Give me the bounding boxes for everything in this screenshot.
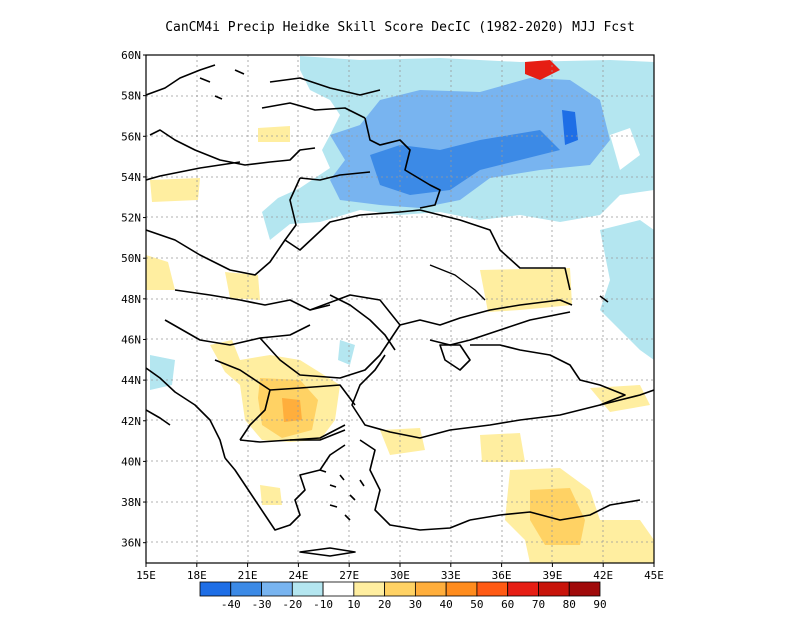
colorbar-swatch: [476, 581, 509, 597]
lat-tick-label: 50N: [121, 252, 141, 265]
lon-tick-label: 30E: [390, 569, 410, 582]
caucasus: [599, 389, 654, 406]
border-hungary: [164, 319, 311, 346]
shade-plus10-ne: [150, 178, 200, 202]
colorbar-swatch: [261, 581, 293, 597]
lat-tick-label: 48N: [121, 293, 141, 306]
border-romania: [259, 294, 401, 379]
lon-tick-label: 45E: [644, 569, 664, 582]
coastlines-and-borders: [146, 64, 654, 557]
turkey-south: [469, 499, 641, 521]
colorbar-label: 80: [563, 598, 576, 611]
colorbar-label: 40: [440, 598, 453, 611]
crete: [299, 547, 356, 557]
colorbar-swatch: [568, 581, 601, 597]
shade-minus30: [370, 130, 560, 195]
colorbar-swatch: [230, 581, 262, 597]
lat-tick-label: 44N: [121, 374, 141, 387]
colorbar-label: -40: [221, 598, 241, 611]
lon-tick-label: 15E: [136, 569, 156, 582]
lat-tick-label: 56N: [121, 130, 141, 143]
greece-coast: [224, 444, 346, 531]
colorbar-swatch: [445, 581, 478, 597]
border-poland: [146, 229, 286, 276]
black-sea-coast: [351, 344, 626, 439]
shade-plus10-turkey-w: [380, 428, 425, 455]
colorbar-label: -10: [313, 598, 333, 611]
lon-tick-label: 39E: [542, 569, 562, 582]
shade-minus10-patch: [150, 355, 175, 390]
shade-plus10-turkey-c: [480, 433, 525, 462]
shade-plus30-balkan: [282, 398, 302, 422]
lon-tick-label: 21E: [238, 569, 258, 582]
border-greece-n: [239, 429, 346, 443]
lon-tick-label: 36E: [492, 569, 512, 582]
colorbar-label: 20: [378, 598, 391, 611]
colorbar-label: -20: [282, 598, 302, 611]
shade-plus60-north: [525, 60, 560, 80]
dnieper: [429, 264, 486, 301]
baltic-coast: [146, 64, 316, 181]
shade-plus10-west2: [225, 272, 260, 300]
shade-minus10-patch: [338, 340, 355, 365]
lat-tick-label: 54N: [121, 171, 141, 184]
map-title: CanCM4i Precip Heidke Skill Score DecIC …: [165, 20, 635, 35]
turkey-coast-w: [359, 439, 471, 531]
lat-ticks: 36N 38N 40N 42N 44N 46N 48N 50N 52N 54N 56N 58N 60N: [121, 49, 146, 550]
shade-plus10-greece: [260, 485, 282, 505]
colorbar-swatch: [414, 581, 447, 597]
colorbar-swatch: [322, 581, 355, 597]
border-belarus: [284, 171, 571, 291]
border-moldova: [329, 294, 396, 351]
border-ukraine-south: [399, 299, 573, 346]
shade-plus10-ukraine-east: [480, 268, 572, 312]
shade-plus10-caucasus: [590, 385, 650, 412]
adriatic-coast: [146, 367, 226, 459]
lat-tick-label: 60N: [121, 49, 141, 62]
shade-plus10-nw: [258, 126, 290, 142]
lat-tick-label: 58N: [121, 90, 141, 103]
colorbar-swatch: [538, 581, 570, 597]
colorbar-swatch: [353, 581, 386, 597]
border-russia-west: [364, 117, 441, 209]
colorbar-swatch: [507, 581, 539, 597]
lon-tick-label: 27E: [339, 569, 359, 582]
lon-ticks: 15E 18E 21E 24E 27E 30E 33E 36E 39E 42E 45E: [136, 563, 664, 582]
lakes: [199, 69, 609, 303]
crimea: [439, 344, 471, 371]
shade-white-patch: [610, 128, 640, 170]
colorbar-label: 90: [593, 598, 606, 611]
lat-tick-label: 52N: [121, 212, 141, 225]
colorbar-label: 70: [532, 598, 545, 611]
lat-tick-label: 38N: [121, 496, 141, 509]
lat-tick-label: 40N: [121, 455, 141, 468]
shade-minus10-east: [600, 220, 654, 360]
lat-tick-label: 46N: [121, 333, 141, 346]
lon-tick-label: 42E: [593, 569, 613, 582]
lon-tick-label: 24E: [288, 569, 308, 582]
colorbar-label: 50: [470, 598, 483, 611]
colorbar-label: 60: [501, 598, 514, 611]
lon-tick-label: 33E: [441, 569, 461, 582]
aegean-islands: [319, 469, 365, 521]
gulf-of-finland: [261, 77, 381, 119]
colorbar-swatch: [291, 581, 324, 597]
shade-plus10-west: [146, 255, 175, 290]
colorbar-swatch: [384, 581, 416, 597]
colorbar-swatch: [199, 581, 232, 597]
lat-tick-label: 42N: [121, 415, 141, 428]
colorbar: -40 -30 -20 -10 10 20 30 40 50 60 70 80 90: [199, 581, 607, 611]
colorbar-label: 10: [347, 598, 360, 611]
lon-tick-label: 18E: [187, 569, 207, 582]
colorbar-label: 30: [409, 598, 422, 611]
lat-tick-label: 36N: [121, 537, 141, 550]
colorbar-label: -30: [252, 598, 272, 611]
